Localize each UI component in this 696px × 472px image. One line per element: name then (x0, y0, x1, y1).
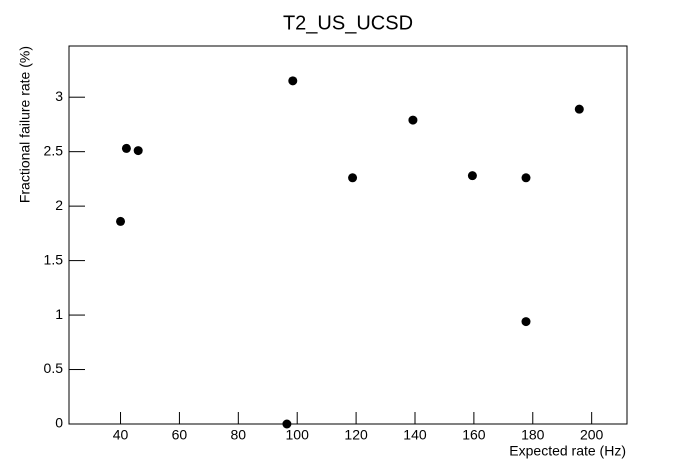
x-tick-label: 140 (403, 427, 427, 443)
point (467, 171, 477, 181)
y-tick-label: 2 (55, 197, 63, 213)
point (574, 104, 584, 114)
point (282, 419, 292, 429)
point (133, 146, 143, 156)
point (521, 173, 531, 183)
x-axis-label: Expected rate (Hz) (509, 443, 626, 459)
x-tick-label: 180 (521, 427, 545, 443)
x-tick-label: 60 (172, 427, 188, 443)
y-tick-label: 0.5 (44, 360, 64, 376)
chart-title: T2_US_UCSD (283, 12, 413, 34)
point (521, 317, 531, 327)
x-tick-label: 200 (580, 427, 604, 443)
y-axis-label: Fractional failure rate (%) (17, 46, 33, 203)
x-tick-label: 160 (462, 427, 486, 443)
y-tick-label: 1.5 (44, 251, 64, 267)
y-tick-label: 2.5 (44, 142, 64, 158)
point (288, 76, 298, 86)
x-tick-label: 80 (231, 427, 247, 443)
plot-frame (68, 45, 628, 425)
y-tick-label: 0 (55, 415, 63, 431)
point (408, 115, 418, 125)
point (116, 216, 126, 226)
x-tick-label: 120 (344, 427, 368, 443)
y-tick-label: 1 (55, 306, 63, 322)
x-tick-label: 40 (113, 427, 129, 443)
point (348, 173, 358, 183)
x-tick-label: 100 (286, 427, 310, 443)
point (121, 143, 131, 153)
y-tick-label: 3 (55, 88, 63, 104)
